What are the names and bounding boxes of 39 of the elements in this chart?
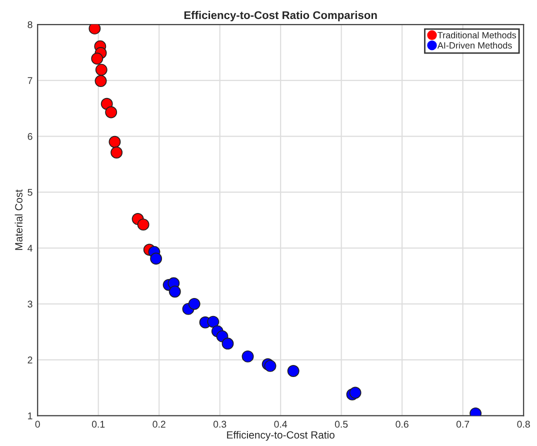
point <box>94 74 107 87</box>
x-tick-label: 0 <box>35 420 40 428</box>
point <box>207 316 220 328</box>
x-tick-label: 0.1 <box>92 420 105 428</box>
x-tick-label: 0.8 <box>517 420 530 428</box>
x-tick-label: 0.6 <box>396 420 408 428</box>
point <box>137 218 150 231</box>
y-tick-label: 8 <box>28 21 32 28</box>
point <box>150 252 162 265</box>
point <box>91 52 104 65</box>
y-tick-label: 1 <box>28 412 32 420</box>
x-tick-label: 0.2 <box>152 420 166 428</box>
y-tick-label: 5 <box>28 188 32 196</box>
x-axis-title: Efficiency-to-Cost Ratio <box>227 430 334 441</box>
x-tick-label: 0.5 <box>334 420 348 428</box>
point <box>287 364 300 377</box>
point <box>188 298 200 310</box>
legend-label: AI-Driven Methods <box>437 42 512 49</box>
x-tick-label: 0.3 <box>213 420 226 428</box>
point <box>105 106 118 118</box>
point <box>168 286 181 298</box>
point <box>88 24 101 34</box>
point <box>242 350 254 362</box>
point <box>264 360 276 372</box>
legend-label: Traditional Methods <box>438 32 516 38</box>
point <box>110 146 123 158</box>
x-tick-label: 0.4 <box>274 420 288 428</box>
point <box>349 386 362 399</box>
y-tick-label: 3 <box>28 300 32 308</box>
chart-title: Efficiency-to-Cost Ratio Comparison <box>184 10 377 22</box>
y-tick-label: 2 <box>28 356 32 364</box>
y-tick-label: 7 <box>28 77 32 84</box>
x-tick-label: 0.7 <box>456 420 470 428</box>
point <box>95 64 108 76</box>
point <box>222 338 234 350</box>
y-tick-label: 6 <box>28 133 32 140</box>
y-tick-label: 4 <box>28 244 32 252</box>
point <box>108 136 121 148</box>
y-axis-title: Material Cost <box>14 189 22 250</box>
